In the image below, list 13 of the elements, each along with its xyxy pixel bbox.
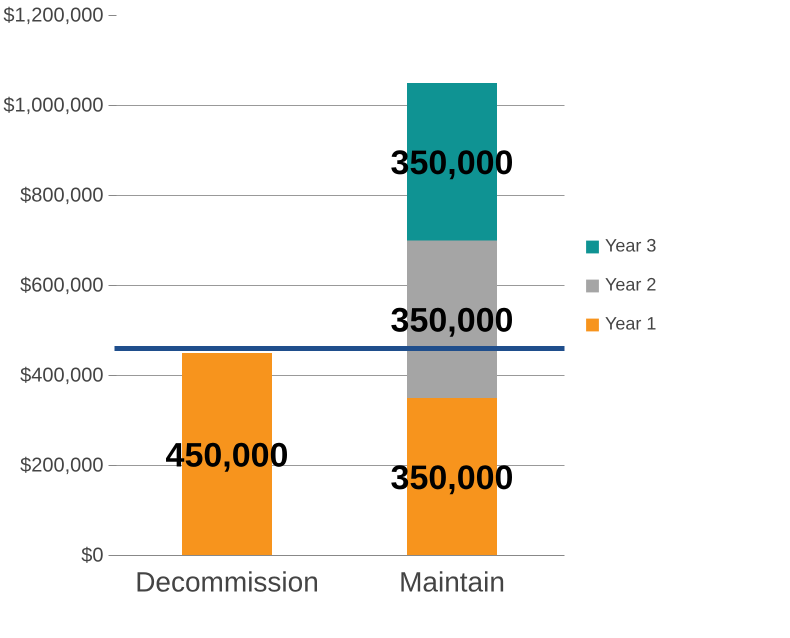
y-tick-label: $200,000 [20, 454, 104, 476]
legend-label: Year 2 [605, 274, 656, 296]
y-tick-label: $1,000,000 [3, 94, 104, 116]
x-tick-label: Maintain [399, 566, 505, 598]
y-tick-label: $0 [81, 544, 104, 566]
x-tick-label: Decommission [135, 566, 319, 598]
y-tick-label: $400,000 [20, 364, 104, 386]
y-tick-label: $800,000 [20, 184, 104, 206]
y-tick-label: $600,000 [20, 274, 104, 296]
data-label: 350,000 [390, 301, 514, 340]
legend-label: Year 3 [605, 236, 656, 256]
legend-label: Year 1 [605, 314, 656, 334]
y-tick-label: $1,200,000 [3, 4, 104, 26]
